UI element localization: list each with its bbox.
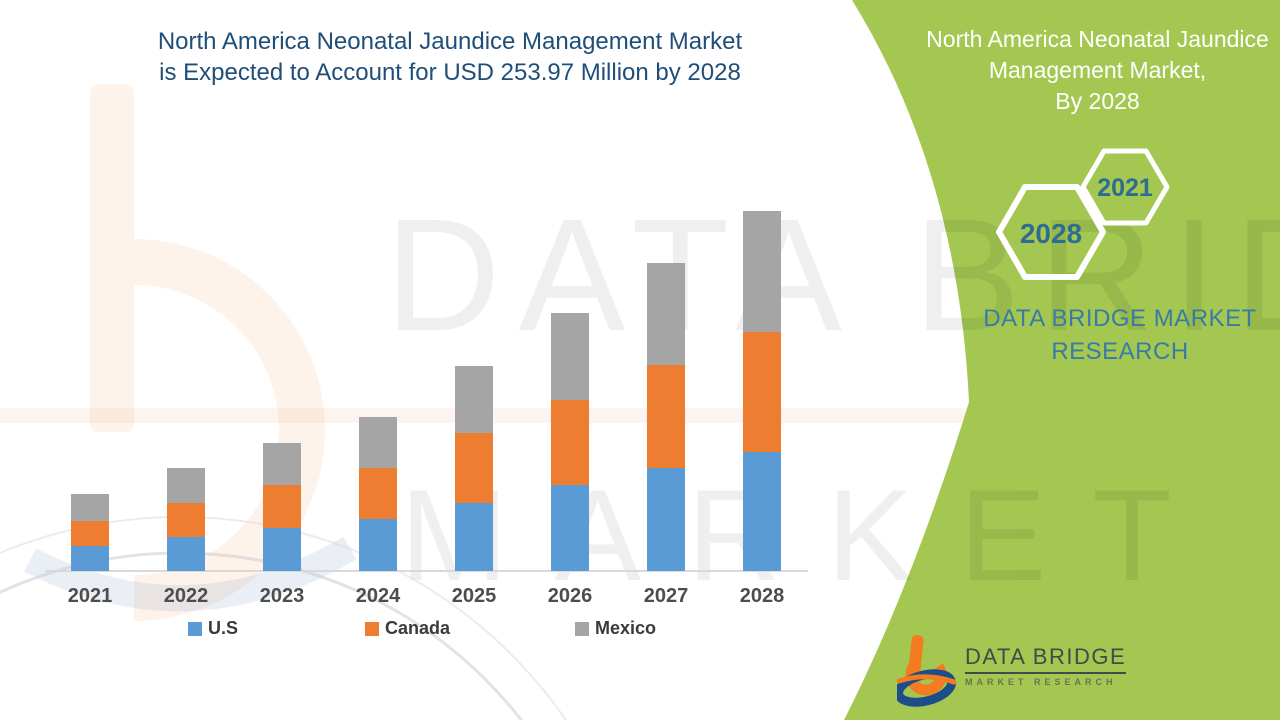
legend-label-u-s: U.S xyxy=(208,618,239,638)
chart-title-line2: is Expected to Account for USD 253.97 Mi… xyxy=(159,59,741,86)
chart-title: North America Neonatal Jaundice Manageme… xyxy=(75,26,825,88)
bar-segment-canada-2024 xyxy=(359,468,397,520)
bar-segment-canada-2022 xyxy=(167,502,205,538)
dbmr-logo-mark xyxy=(897,634,957,707)
bar-segment-mexico-2021 xyxy=(71,494,109,522)
panel-heading-line1: North America Neonatal Jaundice xyxy=(926,26,1269,52)
bar-segment-mexico-2026 xyxy=(551,313,589,401)
bar-segment-mexico-2027 xyxy=(647,262,685,365)
bar-segment-canada-2021 xyxy=(71,521,109,547)
green-panel xyxy=(844,0,1280,720)
hexagon-2028-year: 2028 xyxy=(1020,218,1082,249)
legend-swatch-canada xyxy=(365,621,379,636)
panel-brand-line2: RESEARCH xyxy=(1051,338,1189,365)
bar-segment-canada-2026 xyxy=(551,400,589,486)
x-axis-label-2023: 2023 xyxy=(259,585,305,607)
bar-segment-u-s-2021 xyxy=(71,546,109,571)
x-axis-label-2026: 2026 xyxy=(547,585,593,607)
legend-swatch-u-s xyxy=(188,621,202,636)
bar-segment-u-s-2024 xyxy=(359,519,397,571)
bar-segment-canada-2027 xyxy=(647,365,685,469)
bar-segment-u-s-2027 xyxy=(647,468,685,571)
bar-segment-u-s-2028 xyxy=(743,451,781,571)
x-axis-label-2028: 2028 xyxy=(739,585,785,607)
hexagon-2028 xyxy=(996,184,1106,280)
bar-segment-mexico-2024 xyxy=(359,416,397,469)
hexagon-2021-year: 2021 xyxy=(1097,174,1153,202)
legend-item-canada: Canada xyxy=(365,618,450,639)
bar-segment-canada-2025 xyxy=(455,433,493,503)
x-axis-label-2025: 2025 xyxy=(451,585,497,607)
panel-heading-line2: Management Market, xyxy=(988,57,1207,83)
legend-label-canada: Canada xyxy=(385,618,451,638)
chart-title-line1: North America Neonatal Jaundice Manageme… xyxy=(157,28,743,55)
bar-segment-u-s-2026 xyxy=(551,485,589,571)
bar-segment-u-s-2023 xyxy=(263,527,301,571)
legend-item-mexico: Mexico xyxy=(575,618,656,639)
legend-label-mexico: Mexico xyxy=(595,618,657,638)
legend-item-u-s: U.S xyxy=(188,618,238,639)
bar-segment-mexico-2022 xyxy=(167,467,205,503)
panel-brand-text: DATA BRIDGE MARKET RESEARCH xyxy=(955,302,1280,368)
bar-segment-canada-2023 xyxy=(263,485,301,528)
hexagon-2021 xyxy=(1080,148,1170,226)
x-axis-label-2021: 2021 xyxy=(67,585,113,607)
bar-segment-u-s-2025 xyxy=(455,502,493,571)
bar-segment-u-s-2022 xyxy=(167,537,205,571)
bar-segment-mexico-2028 xyxy=(743,210,781,332)
hexagon-badges: 2021 2028 xyxy=(996,148,1170,280)
panel-brand-line1: DATA BRIDGE MARKET xyxy=(983,305,1257,332)
x-axis-line xyxy=(45,570,808,572)
legend-swatch-mexico xyxy=(575,621,589,636)
x-axis-label-2024: 2024 xyxy=(355,585,401,607)
bar-segment-mexico-2023 xyxy=(263,442,301,485)
panel-heading-line3: By 2028 xyxy=(1055,88,1140,114)
x-axis-label-2027: 2027 xyxy=(643,585,689,607)
dbmr-logo: DATA BRIDGE MARKET RESEARCH xyxy=(897,634,1127,708)
x-axis-label-2022: 2022 xyxy=(163,585,209,607)
logo-title: DATA BRIDGE xyxy=(965,644,1127,674)
panel-heading: North America Neonatal Jaundice Manageme… xyxy=(915,24,1280,117)
bar-segment-canada-2028 xyxy=(743,331,781,452)
bar-segment-mexico-2025 xyxy=(455,365,493,434)
logo-subtitle: MARKET RESEARCH xyxy=(965,677,1117,687)
